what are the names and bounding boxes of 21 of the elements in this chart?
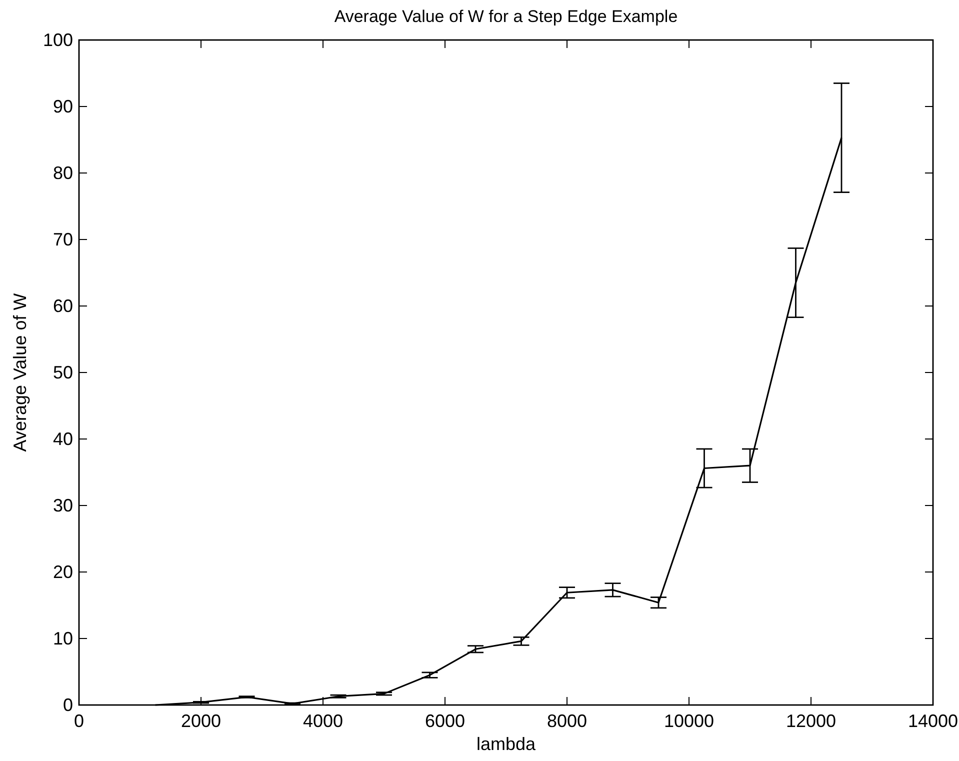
- y-tick-label: 10: [52, 628, 73, 648]
- y-tick-label: 80: [52, 163, 73, 183]
- y-tick-label: 0: [62, 695, 73, 715]
- y-tick-label: 20: [52, 562, 73, 582]
- y-tick-label: 90: [52, 96, 73, 116]
- x-tick-label: 8000: [546, 711, 588, 731]
- x-tick-label: 10000: [664, 711, 714, 731]
- x-tick-label: 6000: [424, 711, 466, 731]
- y-axis-title: Average Value of W: [10, 293, 30, 452]
- x-tick-label: 4000: [302, 711, 344, 731]
- y-tick-label: 40: [52, 429, 73, 449]
- y-tick-label: 70: [52, 230, 73, 250]
- x-tick-label: 2000: [180, 711, 222, 731]
- y-tick-label: 30: [52, 496, 73, 516]
- chart-title: Average Value of W for a Step Edge Example: [334, 7, 678, 26]
- y-tick-label: 50: [52, 362, 73, 382]
- x-tick-label: 12000: [786, 711, 836, 731]
- y-tick-label: 60: [52, 296, 73, 316]
- y-tick-label: 100: [42, 30, 73, 50]
- x-tick-label: 14000: [908, 711, 958, 731]
- x-axis-title: lambda: [476, 734, 536, 754]
